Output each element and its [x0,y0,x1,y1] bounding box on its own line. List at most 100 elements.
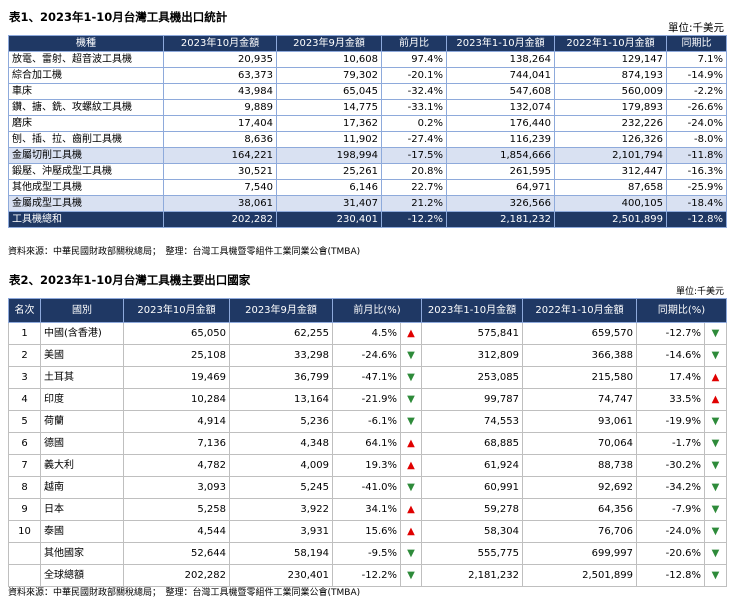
table1-header-cell: 前月比 [381,35,447,52]
mom-change-cell: -47.1% [332,366,401,389]
rank-cell [8,564,41,587]
ytd-value-cell: 74,553 [421,410,523,433]
down-arrow-icon: ▼ [704,432,727,455]
machine-type-cell: 其他成型工具機 [8,179,164,196]
ytd-value-cell: 61,924 [421,454,523,477]
value-cell: -27.4% [381,131,447,148]
value-cell: 138,264 [446,51,555,68]
value-cell: 312,447 [554,163,667,180]
value-cell: 38,061 [163,195,277,212]
table-row: 5 荷蘭 4,914 5,236 -6.1% ▼ 74,553 93,061 -19.9% ▼ [8,410,727,433]
machine-type-cell: 放電、雷射、超音波工具機 [8,51,164,68]
value-cell: 230,401 [276,211,382,228]
oct-value-cell: 3,093 [123,476,230,499]
sep-value-cell: 5,245 [229,476,333,499]
oct-value-cell: 202,282 [123,564,230,587]
value-cell: -18.4% [666,195,727,212]
value-cell: 2,181,232 [446,211,555,228]
down-arrow-icon: ▼ [400,564,422,587]
value-cell: -11.8% [666,147,727,164]
value-cell: 198,994 [276,147,382,164]
up-arrow-icon: ▲ [400,432,422,455]
value-cell: -8.0% [666,131,727,148]
table2-header-cell: 2023年9月金額 [229,298,333,323]
table-row: 2 美國 25,108 33,298 -24.6% ▼ 312,809 366,388 -14.… [8,344,727,367]
table-row: 鑽、搪、銑、攻螺紋工具機 9,889 14,775 -33.1% 132,074 179,… [8,99,727,116]
yoy-change-cell: 33.5% [636,388,705,411]
ytd-prev-value-cell: 92,692 [522,476,637,499]
down-arrow-icon: ▼ [400,410,422,433]
table1: 機種 2023年10月金額 2023年9月金額 前月比 2023年1-10月金額 2022… [8,35,727,228]
rank-cell: 9 [8,498,41,521]
table1-header-cell: 機種 [8,35,164,52]
sep-value-cell: 33,298 [229,344,333,367]
oct-value-cell: 52,644 [123,542,230,565]
mom-change-cell: -6.1% [332,410,401,433]
ytd-value-cell: 60,991 [421,476,523,499]
table1-unit: 單位:千美元 [667,22,724,34]
sep-value-cell: 3,931 [229,520,333,543]
value-cell: 64,971 [446,179,555,196]
ytd-value-cell: 59,278 [421,498,523,521]
value-cell: 2,501,899 [554,211,667,228]
rank-cell: 1 [8,322,41,345]
value-cell: 6,146 [276,179,382,196]
table1-source: 資料來源：中華民國財政部關稅總局； 整理：台灣工具機暨零組件工業同業公會(TMB… [8,247,361,257]
table-row: 1 中國(含香港) 65,050 62,255 4.5% ▲ 575,841 659,570-… [8,322,727,345]
value-cell: 2,101,794 [554,147,667,164]
yoy-change-cell: -19.9% [636,410,705,433]
oct-value-cell: 19,469 [123,366,230,389]
up-arrow-icon: ▲ [400,454,422,477]
table2-title: 表2、2023年1-10月台灣工具機主要出口國家 [9,273,251,287]
machine-type-cell: 鍛壓、沖壓成型工具機 [8,163,164,180]
value-cell: 9,889 [163,99,277,116]
table-row: 其他成型工具機 7,540 6,146 22.7% 64,971 87,658 -25.9% [8,179,727,196]
country-cell: 德國 [40,432,124,455]
value-cell: 87,658 [554,179,667,196]
value-cell: -12.8% [666,211,727,228]
down-arrow-icon: ▼ [704,476,727,499]
country-cell: 其他國家 [40,542,124,565]
yoy-change-cell: -24.0% [636,520,705,543]
oct-value-cell: 4,782 [123,454,230,477]
table1-title: 表1、2023年1-10月台灣工具機出口統計 [9,10,228,24]
value-cell: -2.2% [666,83,727,100]
table2: 名次 國別 2023年10月金額 2023年9月金額 前月比(%) 2023年1-10月金… [8,298,727,587]
value-cell: -12.2% [381,211,447,228]
ytd-value-cell: 2,181,232 [421,564,523,587]
table1-header-cell: 2023年1-10月金額 [446,35,555,52]
table1-header-cell: 2023年9月金額 [276,35,382,52]
mom-change-cell: 15.6% [332,520,401,543]
table-row: 刨、插、拉、齒削工具機 8,636 11,902 -27.4% 116,239 126,3… [8,131,727,148]
mom-change-cell: -12.2% [332,564,401,587]
oct-value-cell: 5,258 [123,498,230,521]
down-arrow-icon: ▼ [704,520,727,543]
oct-value-cell: 65,050 [123,322,230,345]
table2-header-cell: 前月比(%) [332,298,422,323]
table-row: 6 德國 7,136 4,348 64.1% ▲ 68,885 70,064 -1.7% ▼ [8,432,727,455]
ytd-prev-value-cell: 699,997 [522,542,637,565]
rank-cell [8,542,41,565]
value-cell: 232,226 [554,115,667,132]
yoy-change-cell: 17.4% [636,366,705,389]
table-row: 鍛壓、沖壓成型工具機 30,521 25,261 20.8% 261,595 312,44… [8,163,727,180]
oct-value-cell: 7,136 [123,432,230,455]
value-cell: 31,407 [276,195,382,212]
table-row: 其他國家 52,644 58,194 -9.5% ▼ 555,775 699,997 -20.… [8,542,727,565]
value-cell: 20,935 [163,51,277,68]
ytd-value-cell: 312,809 [421,344,523,367]
rank-cell: 8 [8,476,41,499]
machine-type-cell: 金屬成型工具機 [8,195,164,212]
value-cell: -26.6% [666,99,727,116]
value-cell: 176,440 [446,115,555,132]
ytd-value-cell: 68,885 [421,432,523,455]
table-row: 4 印度 10,284 13,164 -21.9% ▼ 99,787 74,747 33.5% ▲ [8,388,727,411]
table-row: 全球總額 202,282 230,401 -12.2% ▼ 2,181,232 2,501,… [8,564,727,587]
country-cell: 印度 [40,388,124,411]
value-cell: 63,373 [163,67,277,84]
value-cell: 8,636 [163,131,277,148]
oct-value-cell: 4,544 [123,520,230,543]
value-cell: 22.7% [381,179,447,196]
table1-header-row: 機種 2023年10月金額 2023年9月金額 前月比 2023年1-10月金額 2022… [8,35,727,52]
yoy-change-cell: -34.2% [636,476,705,499]
